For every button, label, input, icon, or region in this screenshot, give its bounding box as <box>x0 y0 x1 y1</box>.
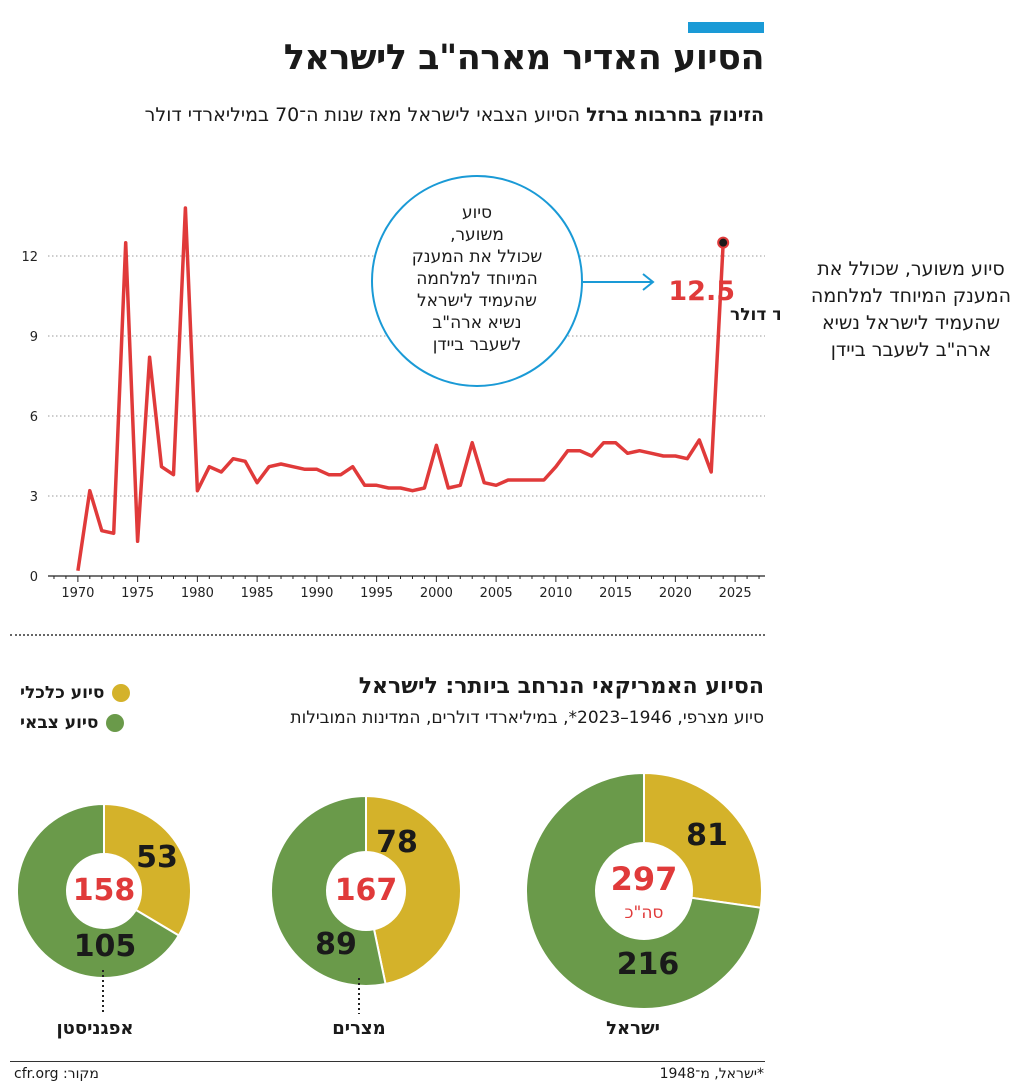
last-value-label: 12.5 <box>668 276 735 307</box>
y-tick-12: 12 <box>21 250 38 265</box>
donut-hole <box>326 851 406 931</box>
legend-economic-dot <box>112 684 131 702</box>
callout-line: המיוחד למלחמה <box>416 269 538 289</box>
donut-charts: 81 216 297 סה"כ ישראל 78 89 167 מצרים 53 105 158 אפג… <box>16 771 763 1039</box>
donut-hole <box>595 842 693 940</box>
callout-line: סיוע <box>462 203 492 223</box>
section2-title: הסיוע האמריקאי הנרחב ביותר: לישראל <box>358 674 764 699</box>
line-chart: 0 3 6 9 12 1970 1975 1980 1985 1990 1995 2000 2005 20… <box>21 175 780 601</box>
military-value-label: 89 <box>315 927 357 962</box>
last-value-unit: מיליארד דולר <box>730 305 780 325</box>
aid-line <box>76 206 725 571</box>
legend-economic: סיוע כלכלי <box>20 683 131 703</box>
total-value-label: 297 <box>611 860 678 898</box>
source-note: מקור: cfr.org <box>14 1066 99 1082</box>
x-tick-2025: 2025 <box>719 586 752 601</box>
callout-line: לשעבר ביידן <box>433 335 522 355</box>
military-value-label: 216 <box>617 947 680 982</box>
country-name: אפגניסטן <box>56 1018 133 1039</box>
footnote: *ישראל, מ־1948 <box>659 1066 764 1082</box>
side-note: סיוע משוער, שכולל את המענק המיוחד למלחמה… <box>810 258 1012 361</box>
x-tick-2020: 2020 <box>659 586 692 601</box>
y-tick-6: 6 <box>30 410 38 425</box>
donut-hole <box>66 853 142 929</box>
chart-series: 12.5מיליארד דולר <box>76 206 780 571</box>
legend-economic-label: סיוע כלכלי <box>20 683 105 703</box>
chart-subtitle: הזינוק בחרבות ברזל הסיוע הצבאי לישראל מא… <box>145 104 764 126</box>
subtitle-rest: הסיוע הצבאי לישראל מאז שנות ה־70 במיליאר… <box>144 104 587 126</box>
section2-subtitle: סיוע מצרפי, 1946–2023*, במיליארדי דולרים… <box>290 708 764 728</box>
callout-line: שכולל את המענק <box>412 247 543 267</box>
legend-military-dot <box>106 714 125 732</box>
economic-value-label: 78 <box>376 825 418 860</box>
economic-value-label: 53 <box>136 840 178 875</box>
x-tick-1970: 1970 <box>61 586 94 601</box>
x-tick-1980: 1980 <box>181 586 214 601</box>
legend-military: סיוע צבאי <box>20 713 125 733</box>
x-tick-2005: 2005 <box>480 586 513 601</box>
economic-value-label: 81 <box>686 818 728 853</box>
accent-bar <box>688 22 764 33</box>
callout-circle <box>371 175 583 387</box>
donut-2: 78 89 167 מצרים <box>270 794 462 1039</box>
chart-axes: 0 3 6 9 12 1970 1975 1980 1985 1990 1995 2000 2005 20… <box>21 250 765 601</box>
legend-military-label: סיוע צבאי <box>20 713 99 733</box>
subtitle-bold: הזינוק בחרבות ברזל <box>586 104 764 126</box>
country-name: מצרים <box>332 1018 385 1039</box>
callout-line: משוער, <box>450 225 504 245</box>
page-title: הסיוע האדיר מארה"ב לישראל <box>283 38 765 78</box>
donut-3: 53 105 158 אפגניסטן <box>16 802 192 1039</box>
total-value-label: 167 <box>335 873 398 908</box>
bottom-rule <box>10 1061 765 1062</box>
x-tick-1975: 1975 <box>121 586 154 601</box>
section-divider <box>10 634 765 636</box>
callout-line: שהעמיד לישראל <box>417 291 537 311</box>
total-caption: סה"כ <box>625 903 664 923</box>
y-tick-0: 0 <box>30 570 38 585</box>
x-tick-1990: 1990 <box>300 586 333 601</box>
donut-1: 81 216 297 סה"כ ישראל <box>525 771 763 1039</box>
economic-slice <box>365 794 462 986</box>
y-tick-9: 9 <box>30 330 38 345</box>
callout-arrow-head <box>642 273 655 291</box>
callout-line: נשיא ארה"ב <box>432 313 521 333</box>
total-value-label: 158 <box>73 873 136 908</box>
x-tick-2015: 2015 <box>599 586 632 601</box>
military-value-label: 105 <box>74 929 137 964</box>
x-tick-2000: 2000 <box>420 586 453 601</box>
chart-grid <box>48 255 765 497</box>
x-tick-2010: 2010 <box>539 586 572 601</box>
last-point-marker <box>717 236 730 249</box>
x-tick-1985: 1985 <box>241 586 274 601</box>
country-name: ישראל <box>606 1018 660 1039</box>
x-tick-1995: 1995 <box>360 586 393 601</box>
y-tick-3: 3 <box>30 490 38 505</box>
